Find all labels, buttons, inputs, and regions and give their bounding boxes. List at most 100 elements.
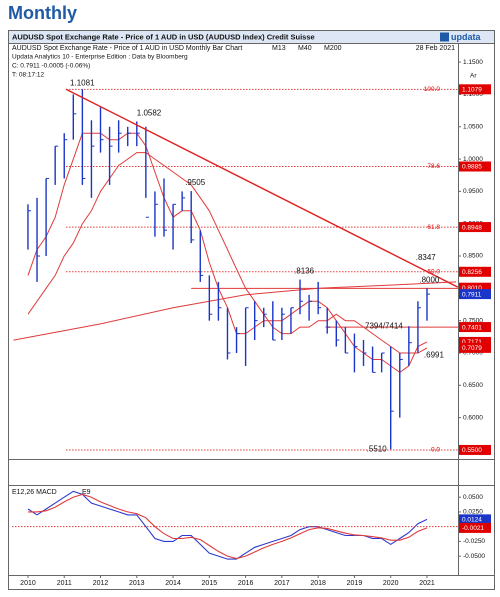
- moving-average: [27, 132, 428, 374]
- y-tick-label: 0.9500: [463, 188, 483, 195]
- x-tick-label: 2017: [274, 580, 290, 587]
- price-tag-label: 0.8948: [462, 224, 482, 231]
- price-tag-box: [459, 222, 491, 233]
- price-tag: 0.8256: [459, 266, 491, 277]
- legend-entry: E12,26 MACD: [12, 489, 57, 496]
- legend-entry: M200: [324, 45, 342, 52]
- y-tick-label: 0.0500: [463, 494, 483, 501]
- trendline: [65, 88, 459, 288]
- price-tag-box: [459, 161, 491, 172]
- price-tag: 0.9885: [459, 161, 491, 172]
- y-tick-label: 0.0250: [463, 509, 483, 516]
- frame: [8, 30, 495, 590]
- brand: updata: [451, 32, 481, 42]
- price-tag: 0.0124: [459, 514, 491, 525]
- legend-entry: M40: [298, 45, 312, 52]
- price-tag-box: [459, 342, 491, 353]
- y-tick-label: 1.0000: [463, 156, 483, 163]
- price-tag-box: [459, 84, 491, 95]
- price-tag-label: -0.0021: [462, 525, 484, 532]
- price-tag-box: [459, 322, 491, 333]
- fib-label: 100.0: [424, 86, 441, 93]
- x-tick-label: 2015: [202, 580, 218, 587]
- price-tag: 1.1079: [459, 84, 491, 95]
- price-tag-label: 1.1079: [462, 87, 482, 94]
- legend-entry: E9: [82, 489, 91, 496]
- header-band: [9, 31, 494, 43]
- moving-average: [13, 281, 457, 341]
- price-tag-box: [459, 282, 491, 293]
- price-tag-box: [459, 514, 491, 525]
- fib-label: 50.0: [427, 269, 440, 276]
- date: 28 Feb 2021: [416, 45, 455, 52]
- y-tick-label: 0.7000: [463, 350, 483, 357]
- price-tag-label: 0.7171: [462, 339, 482, 346]
- macd-line: [28, 493, 428, 560]
- brand-icon: [440, 32, 449, 42]
- y-tick-label: 1.1500: [463, 59, 483, 66]
- price-tag: 0.8010: [459, 282, 491, 293]
- price-tag-label: 0.7079: [462, 345, 482, 352]
- price-tag: 0.5500: [459, 444, 491, 455]
- x-tick-label: 2021: [419, 580, 435, 587]
- y-tick-label: 0.7500: [463, 317, 483, 324]
- price-tag: 0.7171: [459, 336, 491, 347]
- y-tick-label: -0.0500: [463, 553, 485, 560]
- y-tick-label: 1.0500: [463, 123, 483, 130]
- price-tag: 0.7079: [459, 342, 491, 353]
- price-tag-label: 0.7911: [462, 291, 482, 298]
- x-tick-label: 2014: [165, 580, 181, 587]
- x-tick-label: 2010: [20, 580, 36, 587]
- price-tag-label: 0.9885: [462, 164, 482, 171]
- price-tag-label: 0.5500: [462, 447, 482, 454]
- heading: Monthly: [8, 3, 77, 23]
- fib-label: 78.6: [427, 163, 440, 170]
- price-tag: 0.8948: [459, 222, 491, 233]
- y-tick-label: -0.0250: [463, 538, 485, 545]
- y-tick-label: 0.8500: [463, 253, 483, 260]
- x-tick-label: 2018: [310, 580, 326, 587]
- annotation: 1.1081: [70, 78, 95, 87]
- y-tick-label: 0.6500: [463, 382, 483, 389]
- x-tick-label: 2013: [129, 580, 145, 587]
- annotation: .9505: [185, 178, 206, 187]
- y-tick-label: 0.6000: [463, 414, 483, 421]
- price-tag-box: [459, 444, 491, 455]
- time: T: 08:17:12: [12, 72, 45, 79]
- x-tick-label: 2011: [57, 580, 72, 587]
- fib-label: 61.8: [427, 224, 440, 231]
- legend-entry: M13: [272, 45, 286, 52]
- subtitle: AUDUSD Spot Exchange Rate - Price of 1 A…: [12, 45, 242, 52]
- header-title: AUDUSD Spot Exchange Rate - Price of 1 A…: [12, 32, 315, 41]
- price-tag: 0.7911: [459, 289, 491, 300]
- price-tag-box: [459, 336, 491, 347]
- price-tag: 0.7401: [459, 322, 491, 333]
- price-tag-label: 0.7401: [462, 324, 482, 331]
- quote: C: 0.7911 -0.0005 (-0.06%): [12, 63, 90, 70]
- annotation: 7394/7414: [365, 321, 403, 330]
- macd-line: [27, 490, 428, 560]
- moving-average: [27, 152, 428, 354]
- y-tick-label: 1.1000: [463, 91, 483, 98]
- price-tag-label: 0.8010: [462, 285, 482, 292]
- annotation: 1.0582: [137, 109, 162, 118]
- price-tag-label: 0.8256: [462, 269, 482, 276]
- x-tick-label: 2020: [383, 580, 399, 587]
- price-tag-box: [459, 289, 491, 300]
- x-tick-label: 2019: [347, 580, 363, 587]
- x-tick-label: 2012: [93, 580, 109, 587]
- source: Updata Analytics 10 - Enterprise Edition…: [12, 54, 188, 61]
- price-tag-box: [459, 266, 491, 277]
- x-tick-label: 2016: [238, 580, 254, 587]
- price-tag-box: [459, 522, 491, 533]
- corner-label: Ar: [470, 73, 477, 80]
- fib-label: 0.0: [431, 447, 440, 454]
- price-tag: -0.0021: [459, 522, 491, 533]
- annotation: .6991: [424, 351, 445, 360]
- annotation: .8000: [419, 275, 440, 284]
- annotation: .8347: [416, 253, 437, 262]
- annotation: .8136: [294, 267, 315, 276]
- price-tag-label: 0.0124: [462, 517, 482, 524]
